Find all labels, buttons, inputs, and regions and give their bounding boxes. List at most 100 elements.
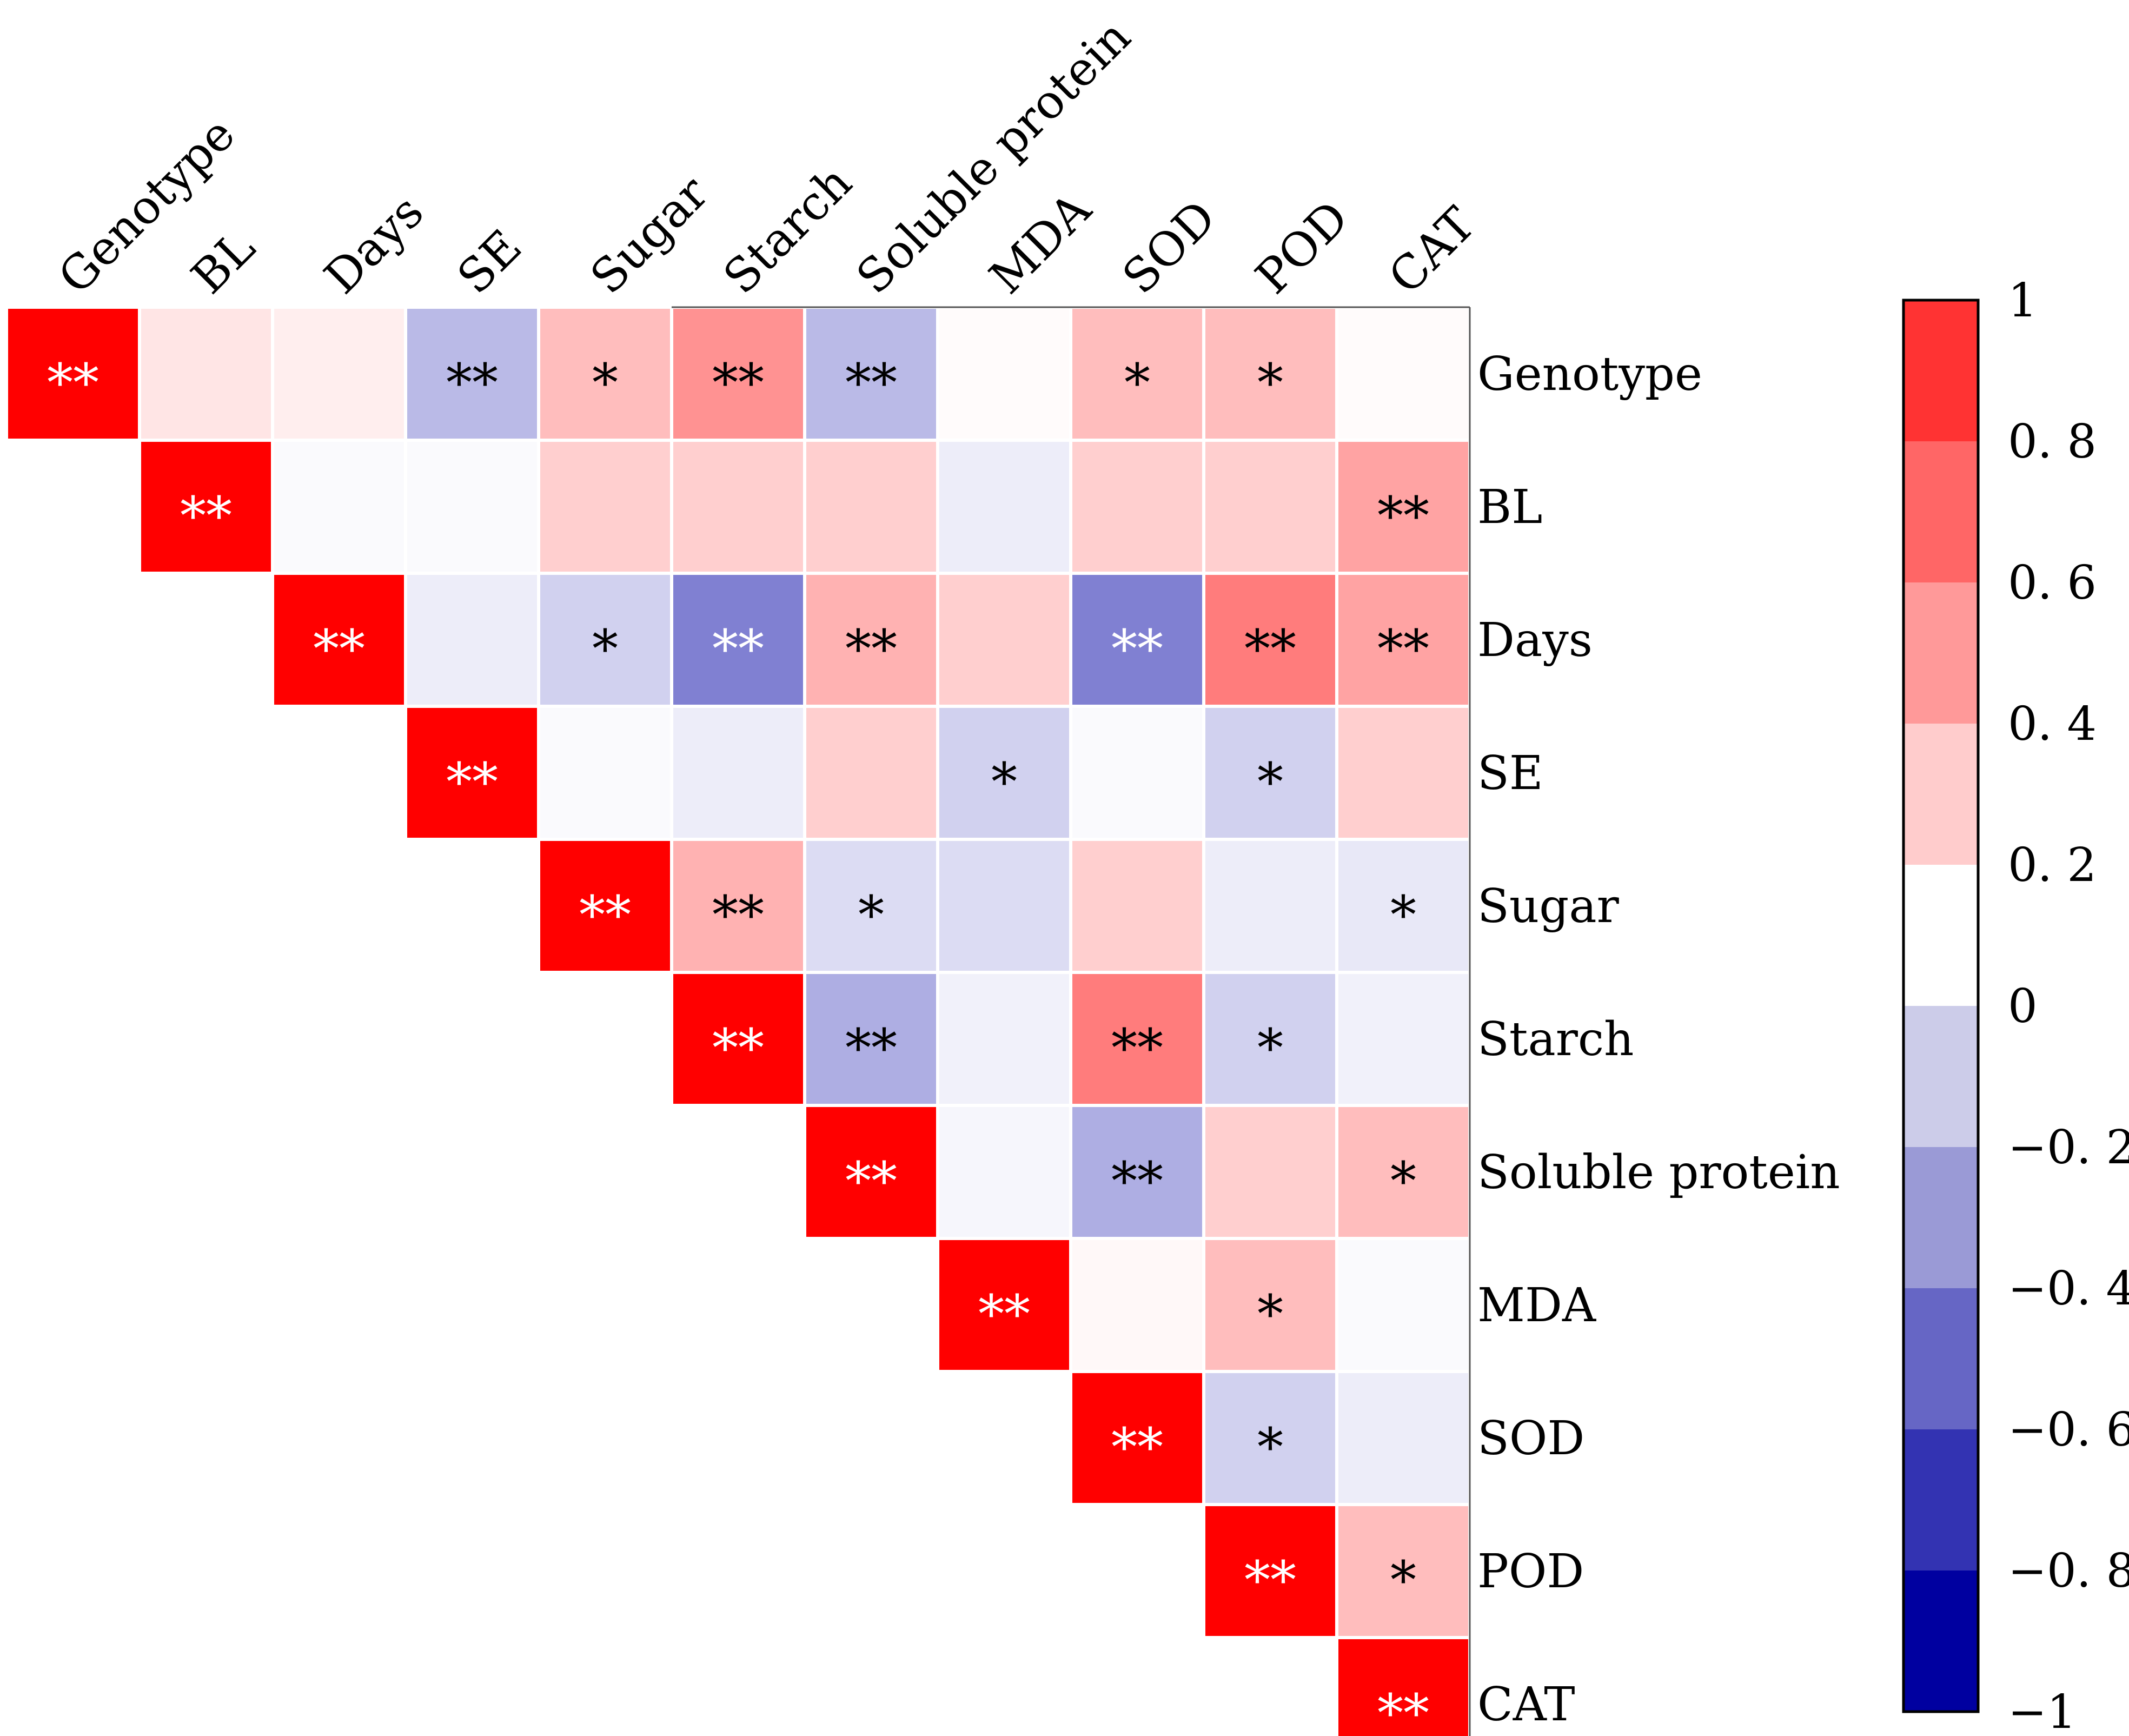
significance-label: * [1390, 1151, 1416, 1211]
heatmap-cell [540, 309, 670, 439]
heatmap-cell [1338, 974, 1468, 1104]
heatmap-cell [1072, 974, 1202, 1104]
heatmap-cell [1338, 841, 1468, 971]
heatmap-cell [1205, 1506, 1335, 1636]
significance-label: ** [845, 1018, 897, 1078]
colorbar-tick-label: 0. 2 [2008, 838, 2097, 892]
significance-label: * [1257, 1018, 1283, 1078]
heatmap-cell [939, 708, 1069, 838]
heatmap-cell [540, 575, 670, 705]
heatmap-cell [673, 442, 803, 572]
significance-label: * [1257, 1417, 1283, 1477]
heatmap-cell [1338, 575, 1468, 705]
colorbar-band [1904, 1288, 1978, 1429]
significance-label: * [1124, 353, 1150, 413]
colorbar-band [1904, 865, 1978, 1006]
row-label: Days [1477, 613, 1593, 667]
colorbar-frame [1902, 299, 1980, 1713]
row-label: Sugar [1477, 879, 1620, 933]
colorbar-tick-label: −0. 2 [2008, 1121, 2129, 1175]
row-label: Starch [1477, 1012, 1634, 1066]
colorbar-band [1904, 582, 1978, 724]
heatmap-cell [806, 841, 936, 971]
heatmap-cell [939, 1240, 1069, 1370]
heatmap-cell [274, 442, 404, 572]
significance-label: ** [1244, 619, 1296, 679]
heatmap-cell [1338, 442, 1468, 572]
significance-label: * [1257, 752, 1283, 812]
heatmap-cell [1205, 974, 1335, 1104]
heatmap-cells: ** ** * ** ** * *** **** * ** ** ** ** **** * *** ** * ***… [8, 306, 1471, 1736]
colorbar-band [1904, 724, 1978, 865]
significance-label: ** [1377, 486, 1429, 546]
heatmap-cell [407, 575, 537, 705]
heatmap-cell [1072, 1240, 1202, 1370]
heatmap-cell [806, 974, 936, 1104]
significance-label: ** [446, 752, 498, 812]
heatmap-cell [1205, 708, 1335, 838]
row-label: SE [1477, 746, 1543, 800]
heatmap-cell [939, 575, 1069, 705]
colorbar-tick-label: 0. 6 [2008, 556, 2097, 610]
colorbar-band [1904, 1429, 1978, 1571]
significance-label: * [991, 752, 1017, 812]
colorbar-band [1904, 1571, 1978, 1712]
significance-label: ** [845, 353, 897, 413]
heatmap-cell [1072, 1107, 1202, 1237]
colorbar-tick-label: −0. 6 [2008, 1403, 2129, 1457]
heatmap-cell [1205, 1373, 1335, 1503]
heatmap-cell [939, 309, 1069, 439]
significance-label: ** [313, 619, 365, 679]
heatmap-cell [274, 575, 404, 705]
significance-label: * [592, 619, 618, 679]
colorbar-band [1904, 300, 1978, 441]
significance-label: ** [712, 1018, 764, 1078]
row-label: Genotype [1477, 347, 1702, 401]
heatmap-cell [1072, 1373, 1202, 1503]
heatmap-cell [806, 575, 936, 705]
heatmap-cell [274, 309, 404, 439]
heatmap-cell [1338, 1639, 1468, 1736]
significance-label: ** [446, 353, 498, 413]
significance-label: * [1257, 1284, 1283, 1344]
significance-label: ** [1244, 1550, 1296, 1611]
significance-label: * [1390, 1550, 1416, 1611]
colorbar-tick-label: 0 [2008, 979, 2038, 1033]
row-label: BL [1477, 480, 1542, 534]
heatmap-cell [673, 708, 803, 838]
significance-label: * [1390, 885, 1416, 945]
heatmap-cell [1072, 575, 1202, 705]
significance-label: ** [712, 885, 764, 945]
colorbar-tick-label: −0. 8 [2008, 1544, 2129, 1598]
heatmap-cell [407, 442, 537, 572]
colorbar-tick-label: −0. 4 [2008, 1262, 2129, 1316]
colorbar-tick-label: 0. 8 [2008, 415, 2097, 469]
heatmap-cell [673, 575, 803, 705]
heatmap-cell [540, 442, 670, 572]
significance-label: ** [579, 885, 631, 945]
row-label: CAT [1477, 1678, 1575, 1732]
heatmap-cell [1072, 841, 1202, 971]
significance-label: ** [1111, 619, 1163, 679]
significance-label: ** [1377, 1683, 1429, 1736]
colorbar-band [1904, 1006, 1978, 1147]
significance-label: ** [845, 619, 897, 679]
significance-label: ** [1111, 1151, 1163, 1211]
colorbar-tick-label: 0. 4 [2008, 697, 2097, 751]
heatmap-cell [1338, 708, 1468, 838]
heatmap-cell [1338, 1373, 1468, 1503]
heatmap-cell [1338, 309, 1468, 439]
significance-label: * [592, 353, 618, 413]
significance-label: ** [180, 486, 232, 546]
heatmap-cell [1205, 1240, 1335, 1370]
colorbar-tick-label: −1 [2008, 1685, 2077, 1736]
heatmap-cell [141, 442, 271, 572]
heatmap-cell [806, 442, 936, 572]
significance-label: ** [1377, 619, 1429, 679]
heatmap-cell [1205, 309, 1335, 439]
heatmap-cell [1205, 841, 1335, 971]
heatmap-cell [1338, 1107, 1468, 1237]
heatmap-cell [939, 1107, 1069, 1237]
heatmap-cell [8, 309, 138, 439]
